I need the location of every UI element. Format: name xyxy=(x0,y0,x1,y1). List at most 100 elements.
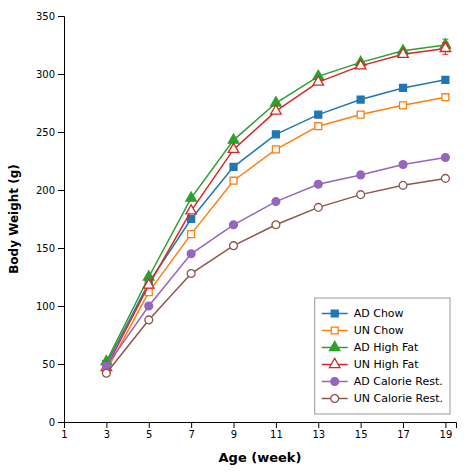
x-tick-label: 19 xyxy=(440,429,453,440)
y-tick: 350 xyxy=(36,11,64,22)
point xyxy=(230,242,238,250)
point xyxy=(272,221,280,229)
y-tick-mark xyxy=(58,74,64,75)
point xyxy=(441,154,449,162)
point xyxy=(188,231,195,238)
legend-item: AD High Fat xyxy=(322,341,419,354)
point xyxy=(143,279,154,288)
series xyxy=(103,94,449,375)
point xyxy=(399,181,407,189)
point xyxy=(398,48,409,57)
y-tick: 150 xyxy=(36,243,64,254)
point xyxy=(230,177,237,184)
point xyxy=(442,76,449,83)
legend: AD Chow UN Chow AD High Fat UN High Fat AD C… xyxy=(315,298,450,414)
y-tick-label: 250 xyxy=(36,127,55,138)
x-tick-mark xyxy=(234,422,235,428)
point xyxy=(442,94,449,101)
x-tick-mark xyxy=(361,422,362,428)
point xyxy=(315,111,322,118)
x-tick-mark xyxy=(318,422,319,428)
legend-symbol xyxy=(329,341,340,350)
x-tick: 11 xyxy=(270,422,283,440)
series-line xyxy=(106,48,445,367)
series-line xyxy=(106,158,445,367)
y-axis-line xyxy=(58,17,65,423)
x-tick: 19 xyxy=(440,422,453,440)
x-tick-label: 3 xyxy=(104,429,110,440)
x-tick-label: 9 xyxy=(231,429,237,440)
legend-label: UN Chow xyxy=(354,324,404,337)
legend-label: AD Chow xyxy=(354,307,404,320)
point xyxy=(315,123,322,130)
y-tick-label: 150 xyxy=(36,243,55,254)
point xyxy=(314,203,322,211)
point xyxy=(313,76,324,85)
point xyxy=(187,270,195,278)
y-tick-label: 300 xyxy=(36,69,55,80)
legend-label: UN Calorie Rest. xyxy=(354,392,443,405)
x-tick: 17 xyxy=(397,422,410,440)
y-axis: 0 50 100 150 200 250 300 350 xyxy=(36,11,65,428)
x-axis-line xyxy=(65,423,457,429)
y-tick: 250 xyxy=(36,127,64,138)
legend-symbol xyxy=(331,395,339,403)
series xyxy=(101,39,451,365)
legend-item: UN Chow xyxy=(322,324,404,337)
point xyxy=(357,96,364,103)
point xyxy=(400,84,407,91)
point xyxy=(355,60,366,69)
x-tick-label: 5 xyxy=(146,429,152,440)
point xyxy=(400,102,407,109)
point xyxy=(186,192,197,201)
y-tick-mark xyxy=(58,364,64,365)
point xyxy=(357,111,364,118)
y-tick: 50 xyxy=(42,359,64,370)
legend-symbol xyxy=(331,310,338,317)
point xyxy=(441,174,449,182)
y-tick-label: 350 xyxy=(36,11,55,22)
point xyxy=(271,105,282,114)
y-tick-mark xyxy=(58,248,64,249)
legend-box xyxy=(315,298,450,414)
y-tick-label: 100 xyxy=(36,301,55,312)
y-tick-mark xyxy=(58,16,64,17)
series xyxy=(102,174,449,377)
x-tick-label: 1 xyxy=(61,429,67,440)
y-tick-mark xyxy=(58,190,64,191)
y-tick-label: 0 xyxy=(49,417,55,428)
legend-label: AD Calorie Rest. xyxy=(354,375,443,388)
point xyxy=(228,134,239,143)
point xyxy=(357,171,365,179)
x-tick-mark xyxy=(276,422,277,428)
x-tick-mark xyxy=(191,422,192,428)
point xyxy=(187,250,195,258)
x-tick-mark xyxy=(403,422,404,428)
x-tick-label: 17 xyxy=(397,429,410,440)
x-axis: 135791113151719 xyxy=(61,422,456,440)
point xyxy=(230,221,238,229)
legend-item: UN Calorie Rest. xyxy=(322,392,443,405)
legend-symbol xyxy=(329,358,340,367)
x-tick-mark xyxy=(149,422,150,428)
point xyxy=(145,302,153,310)
y-tick-label: 200 xyxy=(36,185,55,196)
series-line xyxy=(106,178,445,373)
y-tick-mark xyxy=(58,422,64,423)
point xyxy=(228,143,239,152)
x-axis-title: Age (week) xyxy=(219,450,302,465)
y-tick: 300 xyxy=(36,69,64,80)
y-tick-label: 50 xyxy=(42,359,55,370)
x-tick: 3 xyxy=(104,422,110,440)
x-tick: 15 xyxy=(355,422,368,440)
legend-symbol xyxy=(331,378,339,386)
legend-item: UN High Fat xyxy=(322,358,420,371)
point xyxy=(186,205,197,214)
marks xyxy=(101,39,451,377)
x-tick-mark xyxy=(445,422,446,428)
chart: 135791113151719050100150200250300350AD C… xyxy=(0,0,474,474)
x-tick: 9 xyxy=(231,422,237,440)
x-tick-label: 7 xyxy=(188,429,194,440)
y-tick: 200 xyxy=(36,185,64,196)
point xyxy=(272,131,279,138)
